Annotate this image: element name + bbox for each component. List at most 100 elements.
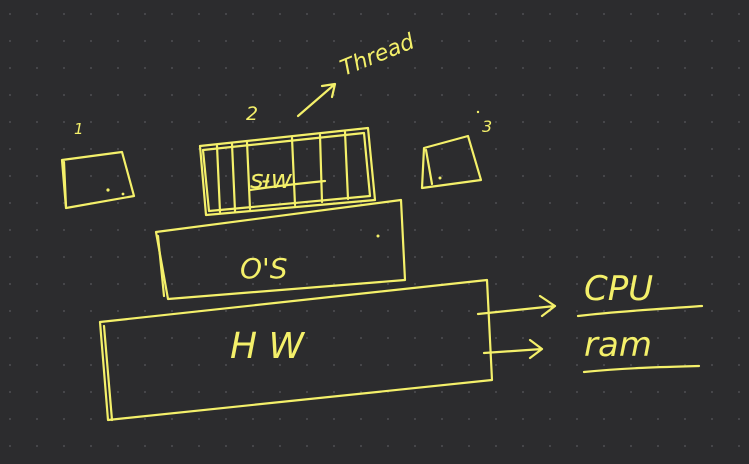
thread-line-6 [343, 130, 350, 201]
grid-dot [170, 174, 174, 178]
grid-dot [548, 174, 552, 178]
os-layer: O'S [154, 198, 407, 301]
grid-dot [602, 120, 606, 124]
grid-dot [710, 93, 714, 97]
grid-dot [89, 120, 93, 124]
grid-dot [386, 66, 390, 70]
grid-dot [170, 336, 174, 340]
grid-dot [62, 12, 66, 16]
grid-dot [494, 39, 498, 43]
grid-dot [332, 147, 336, 151]
grid-dot [548, 444, 552, 448]
grid-dot [35, 120, 39, 124]
grid-dot [710, 201, 714, 205]
grid-dot [251, 66, 255, 70]
grid-dot [413, 309, 417, 313]
grid-dot [548, 228, 552, 232]
grid-dot [224, 12, 228, 16]
grid-dot [305, 255, 309, 259]
grid-dot [521, 444, 525, 448]
grid-dot [710, 444, 714, 448]
grid-dot [413, 201, 417, 205]
grid-dot [251, 201, 255, 205]
grid-dot [35, 363, 39, 367]
grid-dot [656, 417, 660, 421]
grid-dot [683, 417, 687, 421]
grid-dot [710, 174, 714, 178]
grid-dot [278, 147, 282, 151]
grid-dot [359, 12, 363, 16]
grid-dot [35, 12, 39, 16]
grid-dot [305, 417, 309, 421]
grid-dot [35, 309, 39, 313]
hardware-layer: H W [98, 278, 494, 422]
grid-dot [683, 390, 687, 394]
grid-dot [332, 174, 336, 178]
grid-dot [170, 201, 174, 205]
grid-dot [413, 444, 417, 448]
grid-dot [413, 93, 417, 97]
grid-dot [116, 39, 120, 43]
grid-dot [710, 39, 714, 43]
grid-dot [440, 12, 444, 16]
grid-dot [197, 66, 201, 70]
grid-dot [197, 363, 201, 367]
grid-dot [89, 174, 93, 178]
grid-dot [602, 390, 606, 394]
grid-dot [359, 39, 363, 43]
grid-dot [467, 201, 471, 205]
grid-dot [656, 309, 660, 313]
process-box-1-dot [106, 188, 110, 192]
grid-dot [359, 147, 363, 151]
grid-dot [278, 336, 282, 340]
grid-dot [440, 417, 444, 421]
grid-dot [629, 174, 633, 178]
grid-dot [386, 174, 390, 178]
grid-dot [386, 282, 390, 286]
grid-dot [386, 147, 390, 151]
grid-dot [332, 12, 336, 16]
grid-dot [332, 66, 336, 70]
process-box-3-outline [420, 134, 483, 190]
grid-dot [602, 66, 606, 70]
grid-dot [35, 201, 39, 205]
grid-dot [656, 66, 660, 70]
software-box-outer [198, 126, 377, 217]
grid-dot [305, 336, 309, 340]
grid-dot [251, 93, 255, 97]
grid-dot [197, 228, 201, 232]
grid-dot [62, 255, 66, 259]
grid-dot [737, 39, 741, 43]
grid-dot [521, 417, 525, 421]
grid-dot [413, 417, 417, 421]
grid-dot [521, 363, 525, 367]
grid-dot [8, 12, 12, 16]
grid-dot [521, 174, 525, 178]
grid-dot [170, 282, 174, 286]
grid-dot [548, 120, 552, 124]
grid-dot [35, 228, 39, 232]
grid-dot [197, 93, 201, 97]
grid-dot [602, 93, 606, 97]
grid-dot [602, 174, 606, 178]
grid-dot [35, 282, 39, 286]
grid-dot [143, 201, 147, 205]
grid-dot [170, 309, 174, 313]
grid-dot [629, 120, 633, 124]
grid-dot [629, 417, 633, 421]
grid-dot [548, 363, 552, 367]
grid-dot [116, 93, 120, 97]
grid-dot [494, 228, 498, 232]
grid-dot [143, 255, 147, 259]
grid-dot [467, 12, 471, 16]
grid-dot [440, 309, 444, 313]
grid-dot [494, 120, 498, 124]
grid-dot [710, 228, 714, 232]
grid-dot [143, 147, 147, 151]
grid-dot [143, 363, 147, 367]
grid-dot [116, 147, 120, 151]
grid-dot [305, 282, 309, 286]
grid-dot [521, 120, 525, 124]
grid-dot [143, 228, 147, 232]
grid-dot [548, 201, 552, 205]
